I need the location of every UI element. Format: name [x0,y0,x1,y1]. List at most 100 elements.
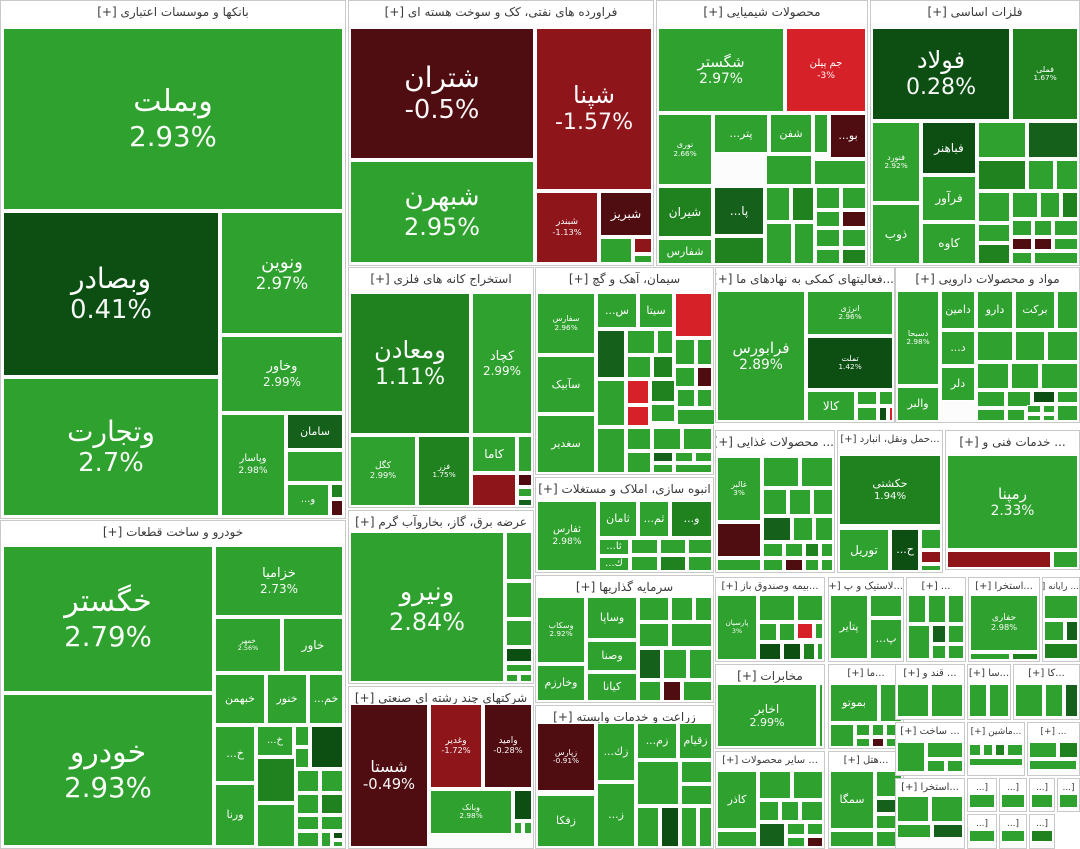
stock-tile-chemicals[interactable]: شیران [658,187,712,237]
stock-tile-small[interactable] [970,653,1010,660]
stock-tile-small[interactable] [597,380,625,426]
stock-tile-small[interactable] [759,643,781,660]
stock-tile-small[interactable] [1027,415,1041,421]
stock-tile-small[interactable] [660,539,686,554]
sector-header-machinery[interactable]: ...ماشین [+] [968,723,1024,741]
stock-tile-small[interactable] [1044,595,1078,619]
stock-tile-cement[interactable]: سفارس 2.96% [537,293,595,354]
stock-tile-small[interactable] [1053,551,1078,568]
stock-tile-small[interactable] [763,543,783,557]
stock-tile-small[interactable] [931,684,963,717]
stock-tile-small[interactable] [759,623,777,641]
stock-tile-small[interactable] [257,804,295,847]
stock-tile-agriculture[interactable]: زك... [597,723,635,781]
stock-tile-metal-ores[interactable]: کچاد 2.99% [472,293,532,434]
stock-tile-small[interactable] [639,597,669,621]
stock-tile-small[interactable] [856,724,870,736]
stock-tile-oil-products[interactable]: شبهرن 2.95% [350,161,534,263]
stock-tile-small[interactable] [472,474,516,506]
stock-tile-small[interactable] [785,543,803,557]
stock-tile-small[interactable] [697,339,712,365]
stock-tile-small[interactable] [785,559,803,571]
stock-tile-small[interactable] [1031,830,1053,842]
stock-tile-small[interactable] [1059,742,1078,758]
stock-tile-small[interactable] [948,645,964,659]
stock-tile-sector-ma[interactable]: بموتو [830,684,878,722]
stock-tile-small[interactable] [333,832,343,839]
stock-tile-pharma[interactable]: والبر [897,387,939,421]
stock-tile-multi-industry[interactable]: وغدیر -1.72% [430,704,482,788]
stock-tile-transport[interactable]: توریل [839,529,889,571]
stock-tile-small[interactable] [627,380,649,404]
stock-tile-small[interactable] [675,464,712,473]
stock-tile-small[interactable] [663,649,687,679]
stock-tile-small[interactable] [695,452,712,462]
stock-tile-small[interactable] [688,556,712,571]
stock-tile-small[interactable] [1033,391,1055,403]
stock-tile-small[interactable] [681,785,712,805]
stock-tile-metal-ores[interactable]: کگل 2.99% [350,436,416,506]
stock-tile-real-estate[interactable]: ك... [599,557,629,571]
stock-tile-investments[interactable]: کیانا [587,673,637,701]
stock-tile-small[interactable] [814,160,866,185]
stock-tile-small[interactable] [763,457,799,487]
stock-tile-small[interactable] [600,238,632,263]
stock-tile-small[interactable] [856,738,870,747]
stock-tile-small[interactable] [518,436,532,472]
sector-header-mini-a[interactable]: [... [968,779,996,797]
stock-tile-small[interactable] [1056,160,1078,190]
stock-tile-automotive[interactable]: خودرو 2.93% [3,694,213,846]
sector-header-other-products[interactable]: ... سایر محصولات [+] [716,752,824,770]
stock-tile-small[interactable] [1057,291,1078,329]
stock-tile-small[interactable] [657,330,673,354]
stock-tile-small[interactable] [518,474,532,486]
stock-tile-small[interactable] [797,595,823,621]
stock-tile-banks[interactable]: و... [287,484,329,516]
stock-tile-small[interactable] [321,816,343,830]
stock-tile-pharma[interactable]: برکت [1015,291,1055,329]
sector-header-mini-e[interactable]: [... [968,815,996,833]
stock-tile-small[interactable] [257,758,295,802]
stock-tile-small[interactable] [671,597,693,621]
stock-tile-small[interactable] [801,801,823,821]
stock-tile-small[interactable] [653,452,673,462]
stock-tile-small[interactable] [295,748,309,768]
sector-header-basic-metals[interactable]: فلزات اساسی [+] [871,1,1079,23]
stock-tile-transport[interactable]: ح... [891,529,919,571]
stock-tile-automotive[interactable]: خبهمن [215,674,265,724]
sector-header-real-estate[interactable]: انبوه سازی، املاک و مستغلات [+] [536,478,713,500]
sector-header-exchange-activities[interactable]: ...فعالیتهای کمکی به نهادهای ما [+] [716,268,894,290]
stock-tile-small[interactable] [651,380,675,402]
stock-tile-cement[interactable]: سیتا [639,293,673,328]
stock-tile-small[interactable] [671,623,712,647]
stock-tile-small[interactable] [1027,405,1041,413]
stock-tile-real-estate[interactable]: ثفارس 2.98% [537,501,597,571]
stock-tile-small[interactable] [763,559,783,571]
stock-tile-small[interactable] [518,499,532,506]
stock-tile-small[interactable] [333,841,343,847]
stock-tile-small[interactable] [897,796,929,822]
stock-tile-small[interactable] [815,517,833,541]
stock-tile-small[interactable] [675,452,693,462]
stock-tile-basic-metals[interactable]: فنورد 2.92% [872,122,920,202]
stock-tile-investments[interactable]: وساپا [587,597,637,639]
stock-tile-chemicals[interactable]: شفن [770,114,812,153]
stock-tile-exchange-activities[interactable]: کالا [807,391,855,421]
stock-tile-hotel[interactable]: سمگا [830,771,874,829]
stock-tile-small[interactable] [717,831,757,847]
stock-tile-oil-products[interactable]: شبریز [600,192,652,236]
stock-tile-small[interactable] [897,684,929,717]
stock-tile-small[interactable] [689,649,712,679]
stock-tile-small[interactable] [634,255,652,263]
stock-tile-banks[interactable]: وخاور 2.99% [221,336,343,412]
stock-tile-small[interactable] [627,452,651,473]
stock-tile-small[interactable] [1066,621,1078,641]
stock-tile-small[interactable] [1012,238,1032,250]
stock-tile-small[interactable] [1057,391,1078,403]
sector-header-mini-d[interactable]: [... [1058,779,1079,797]
stock-tile-small[interactable] [653,356,673,378]
stock-tile-small[interactable] [983,744,993,756]
sector-header-telecom[interactable]: مخابرات [+] [716,665,824,687]
sector-header-automotive[interactable]: خودرو و ساخت قطعات [+] [1,521,345,543]
stock-tile-metal-ores[interactable]: فزر 1.75% [418,436,470,506]
